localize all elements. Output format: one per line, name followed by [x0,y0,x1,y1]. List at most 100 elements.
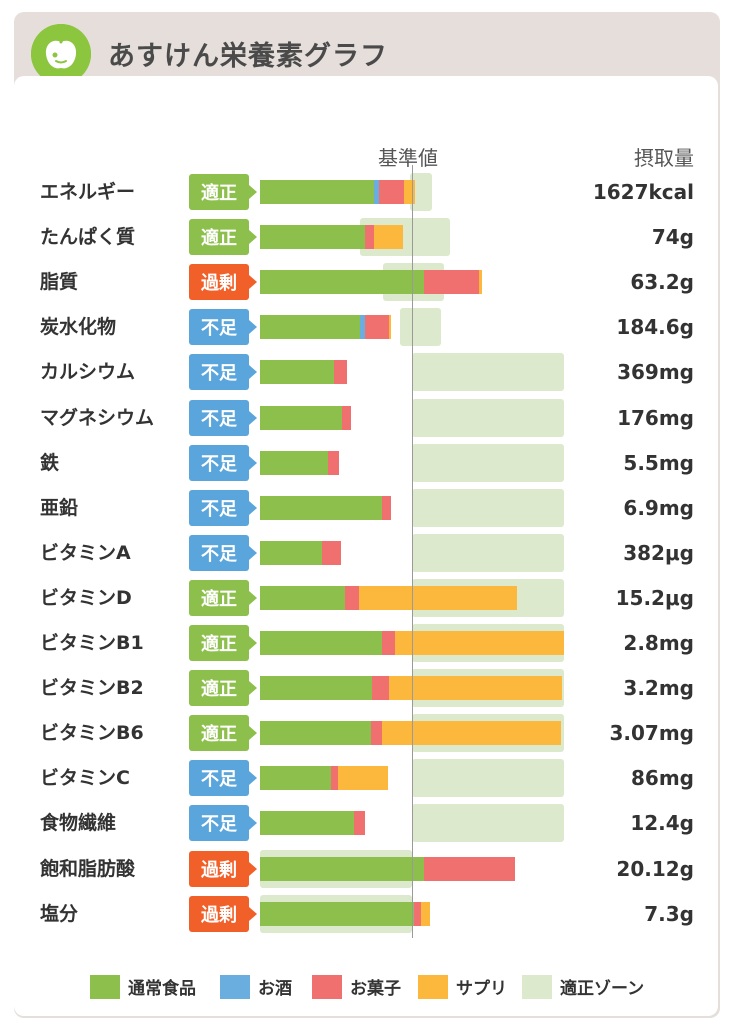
intake-value: 74g [651,225,694,250]
status-badge: 不足 [189,760,257,797]
bar-segment-supplement [337,766,388,791]
bar-segment-normal_food [260,405,343,430]
bar-segment-normal_food [260,585,346,610]
bar-segment-normal_food [260,225,365,250]
bar-segment-normal_food [260,631,382,655]
status-badge: 不足 [189,534,257,571]
intake-value: 176mg [617,405,694,430]
bar-segment-normal_food [260,495,382,520]
bar-segment-normal_food [260,315,361,340]
row-name: 飽和脂肪酸 [40,857,136,880]
intake-value: 12.4g [630,811,694,836]
status-badge: 適正 [189,625,257,661]
legend-label: お菓子 [350,979,401,999]
legend-item: サプリ [418,974,507,999]
row-name: ビタミンD [40,586,132,609]
bar-segment-snack [413,901,422,926]
row-name: ビタミンB2 [40,677,144,700]
status-badge: 不足 [189,489,257,526]
status-badge: 適正 [189,219,257,256]
intake-value: 7.3g [644,901,694,926]
legend-label: サプリ [456,979,507,999]
status-badge: 不足 [189,309,257,346]
bar-segment-supplement [358,585,517,610]
status-badge: 適正 [189,579,257,616]
bar-segment-normal_food [260,811,355,836]
legend-item: 適正ゾーン [522,974,644,999]
row-name: 亜鉛 [40,496,79,519]
intake-value: 63.2g [630,270,694,295]
bar-segment-snack [328,450,340,475]
row-name: ビタミンB1 [40,632,144,654]
optimal-zone [412,804,564,843]
bar-segment-snack [342,405,352,430]
legend-swatch [90,974,120,999]
bar-segment-snack [370,721,382,746]
row-name: 鉄 [40,451,60,474]
intake-value: 1627kcal [592,180,694,204]
intake-value: 382μg [623,540,694,565]
status-badge: 過剰 [189,850,257,887]
bar-segment-supplement [381,721,561,746]
bar-segment-normal_food [260,676,373,701]
page-title: あすけん栄養素グラフ [108,41,388,72]
bar-segment-snack [372,676,390,701]
bar-segment-normal_food [260,856,425,881]
legend-item: お酒 [220,974,292,999]
optimal-zone [410,173,432,211]
bar-segment-snack [381,631,396,655]
intake-value: 369mg [617,360,694,385]
bar-segment-alcohol [374,180,379,204]
bar-segment-supplement [404,180,416,204]
status-badge: 適正 [189,174,257,210]
optimal-zone [412,533,564,572]
optimal-zone [412,488,564,527]
bar-segment-normal_food [260,721,371,746]
bar-segment-snack [354,811,365,836]
row-name: マグネシウム [40,406,155,429]
intake-value: 184.6g [616,315,694,340]
bar-segment-supplement [395,631,564,655]
row-name: 食物繊維 [40,812,117,835]
bar-segment-snack [345,585,359,610]
row-name: エネルギー [40,181,136,203]
bar-segment-normal_food [260,360,335,385]
bar-segment-normal_food [260,766,332,791]
intake-value: 20.12g [616,856,694,881]
row-name: 炭水化物 [40,316,117,339]
legend-swatch [522,974,552,999]
bar-segment-supplement [389,676,563,701]
status-badge: 不足 [189,354,257,391]
intake-value: 2.8mg [623,631,694,655]
bar-segment-snack [334,360,347,385]
status-badge: 不足 [189,444,257,481]
legend-item: 通常食品 [90,974,196,999]
intake-value: 6.9mg [623,495,694,520]
legend-item: お菓子 [312,974,401,999]
optimal-zone [399,308,441,347]
bar-segment-normal_food [260,540,323,565]
row-name: 脂質 [40,271,79,294]
legend-swatch [220,974,250,999]
bar-segment-supplement [389,315,391,340]
bar-segment-alcohol [360,315,365,340]
intake-value: 15.2μg [615,585,694,610]
bar-segment-supplement [478,270,482,295]
legend-label: 適正ゾーン [560,979,645,999]
legend-swatch [418,974,448,999]
bar-segment-normal_food [260,901,414,926]
bar-segment-snack [378,180,405,204]
optimal-zone [412,443,564,482]
status-badge: 過剰 [189,895,257,932]
row-name: たんぱく質 [40,226,136,249]
optimal-zone [412,398,564,437]
row-name: ビタミンC [40,767,130,790]
intake-value: 86mg [631,766,694,791]
row-name: カルシウム [40,361,136,384]
intake-value: 5.5mg [623,450,694,475]
intake-value: 3.2mg [623,676,694,701]
intake-value: 3.07mg [609,721,694,746]
bar-segment-snack [424,856,516,881]
optimal-zone [412,353,564,392]
status-badge: 不足 [189,805,257,842]
